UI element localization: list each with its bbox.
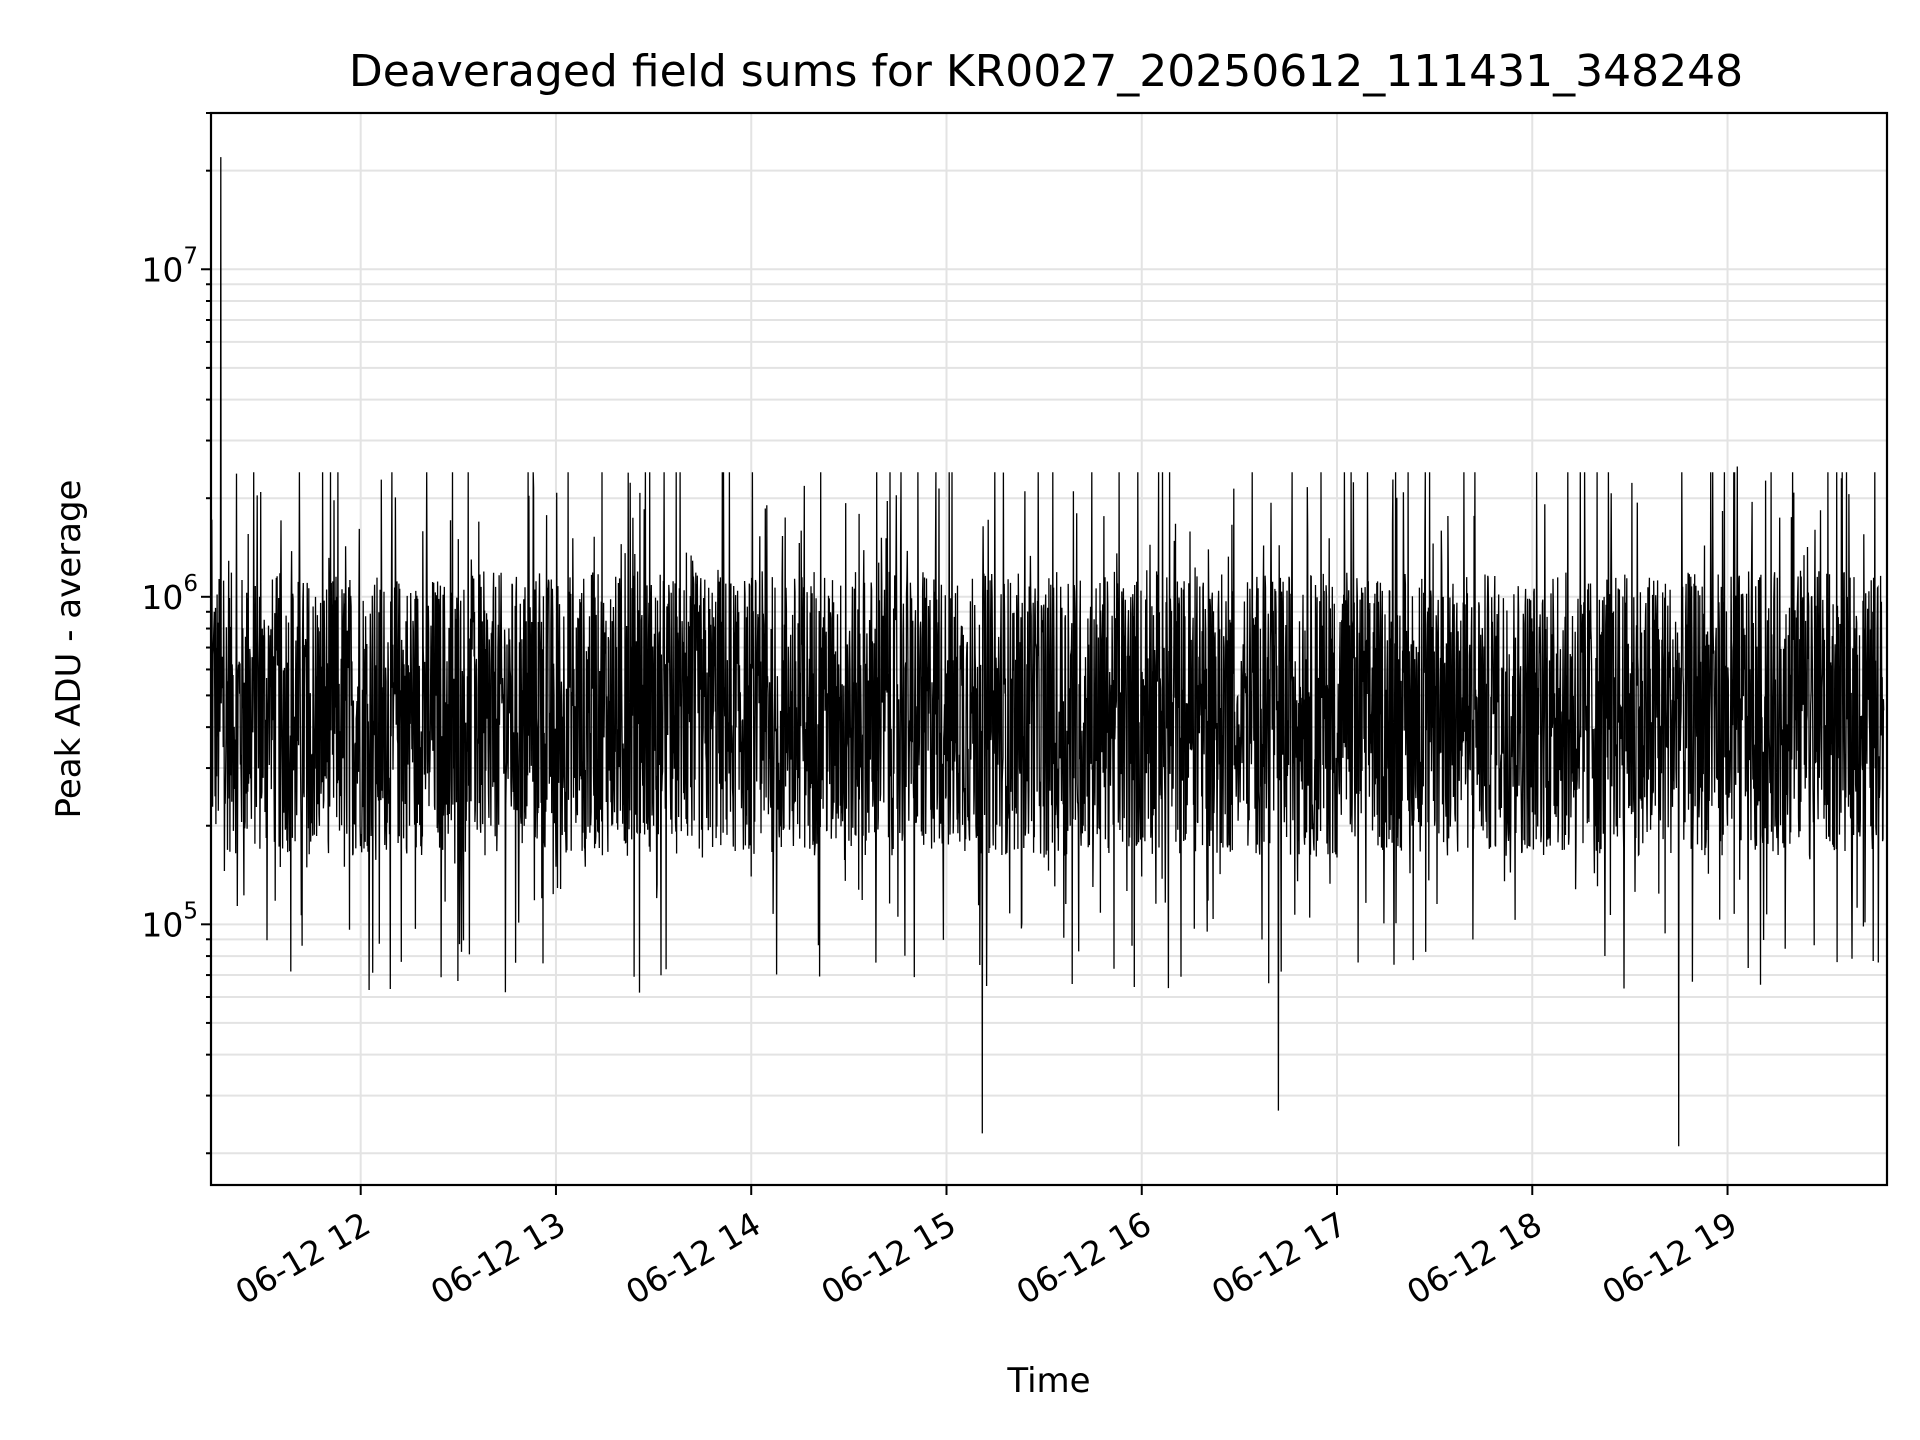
y-axis: 105 106 107	[141, 112, 211, 1155]
x-tick-label: 06-12 12	[229, 1204, 377, 1312]
x-tick-label: 06-12 17	[1205, 1204, 1353, 1312]
plot-area	[210, 157, 1885, 1147]
x-tick-label: 06-12 18	[1400, 1204, 1548, 1312]
y-tick-label: 106	[141, 571, 198, 617]
x-tick-label: 06-12 19	[1596, 1204, 1744, 1312]
y-tick-label: 105	[141, 898, 198, 944]
x-axis-label: Time	[1006, 1361, 1090, 1401]
y-axis-label: Peak ADU - average	[49, 480, 89, 819]
plot-frame	[209, 111, 1889, 1187]
chart-title: Deaveraged field sums for KR0027_2025061…	[349, 46, 1743, 97]
x-tick-label: 06-12 16	[1010, 1204, 1158, 1312]
x-tick-label: 06-12 13	[424, 1204, 572, 1312]
x-axis: 06-12 12 06-12 13 06-12 14 06-12 15 06-12 16…	[229, 1185, 1744, 1312]
y-tick-label: 107	[141, 243, 198, 289]
series-line	[210, 157, 1885, 1147]
x-tick-label: 06-12 14	[619, 1204, 767, 1312]
x-tick-label: 06-12 15	[814, 1204, 962, 1312]
